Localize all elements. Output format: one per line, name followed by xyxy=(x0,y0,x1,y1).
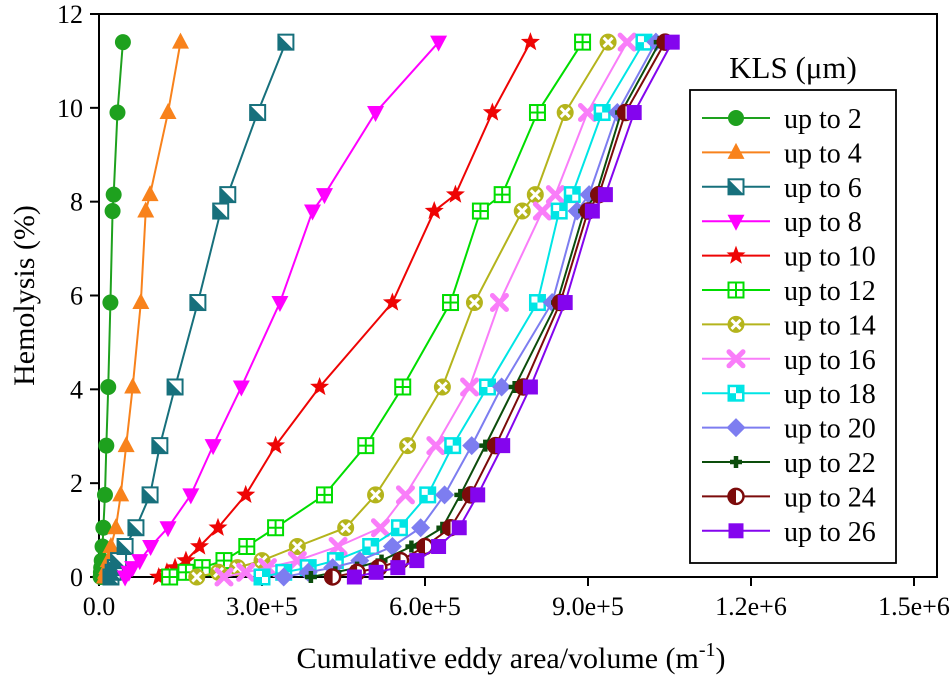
legend-item-up-to-16: up to 16 xyxy=(702,345,876,376)
y-tick-label-1: 2 xyxy=(70,469,83,498)
legend-label-up-to-18: up to 18 xyxy=(784,379,876,410)
legend-label-up-to-24: up to 24 xyxy=(784,482,876,513)
x-tick-label-4: 1.2e+6 xyxy=(715,592,787,621)
x-tick-label-0: 0.0 xyxy=(83,592,116,621)
legend-item-up-to-8: up to 8 xyxy=(702,207,862,238)
legend-label-up-to-16: up to 16 xyxy=(784,345,876,376)
y-tick-label-6: 12 xyxy=(57,0,83,29)
legend-label-up-to-10: up to 10 xyxy=(784,242,876,273)
y-tick-label-0: 0 xyxy=(70,563,83,592)
legend-item-up-to-10: up to 10 xyxy=(702,242,876,273)
x-tick-label-2: 6.0e+5 xyxy=(389,592,461,621)
legend-label-up-to-26: up to 26 xyxy=(784,517,876,548)
legend-item-up-to-20: up to 20 xyxy=(702,414,876,445)
legend-item-up-to-4: up to 4 xyxy=(702,138,862,169)
series-up-to-8 xyxy=(116,35,448,587)
legend-item-up-to-12: up to 12 xyxy=(702,276,876,307)
y-tick-label-4: 8 xyxy=(70,188,83,217)
series-up-to-12 xyxy=(161,33,592,586)
legend-item-up-to-6: up to 6 xyxy=(702,173,862,204)
legend-label-up-to-2: up to 2 xyxy=(784,104,862,135)
legend-item-up-to-14: up to 14 xyxy=(702,310,876,341)
y-axis-title: Hemolysis (%) xyxy=(8,205,41,386)
series-up-to-16 xyxy=(214,32,637,587)
legend-item-up-to-24: up to 24 xyxy=(702,482,876,513)
legend-title: KLS (μm) xyxy=(729,50,857,85)
legend-label-up-to-14: up to 14 xyxy=(784,310,876,341)
legend-item-up-to-22: up to 22 xyxy=(702,448,876,479)
legend-label-up-to-20: up to 20 xyxy=(784,414,876,445)
x-axis-title: Cumulative eddy area/volume (m-1) xyxy=(296,639,725,675)
y-tick-label-3: 6 xyxy=(70,282,83,311)
legend-label-up-to-12: up to 12 xyxy=(784,276,876,307)
legend: KLS (μm) up to 2up to 4 up to 6up to 8 up t… xyxy=(689,50,897,564)
y-tick-label-5: 10 xyxy=(57,94,83,123)
x-tick-label-1: 3.0e+5 xyxy=(226,592,298,621)
series-up-to-6 xyxy=(102,33,295,586)
y-tick-label-2: 4 xyxy=(70,375,83,404)
series-up-to-26 xyxy=(346,34,680,585)
legend-item-up-to-18: up to 18 xyxy=(702,379,876,410)
x-tick-label-3: 9.0e+5 xyxy=(552,592,624,621)
legend-label-up-to-8: up to 8 xyxy=(784,207,862,238)
legend-box xyxy=(689,89,897,564)
legend-item-up-to-2: up to 2 xyxy=(702,104,862,135)
legend-label-up-to-6: up to 6 xyxy=(784,173,862,204)
x-tick-label-5: 1.5e+6 xyxy=(878,592,950,621)
x-axis: 0.0 3.0e+5 6.0e+5 9.0e+5 1.2e+6 1.5e+6 xyxy=(83,577,950,621)
legend-label-up-to-22: up to 22 xyxy=(784,448,876,479)
legend-item-up-to-26: up to 26 xyxy=(702,517,876,548)
y-axis: 0 2 4 6 8 10 12 xyxy=(57,0,99,592)
legend-label-up-to-4: up to 4 xyxy=(784,138,862,169)
